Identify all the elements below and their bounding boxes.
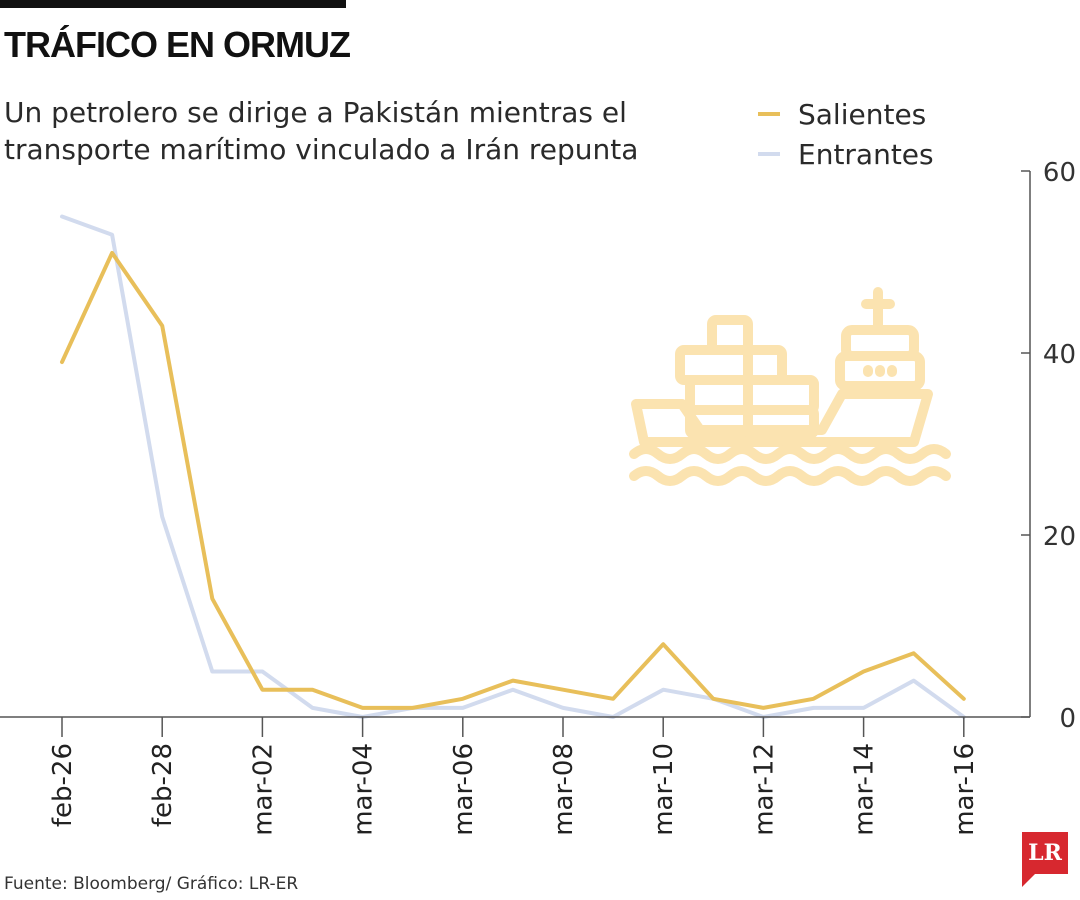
y-tick-label: 0 [1059,704,1076,734]
x-tick-label: mar-12 [749,743,779,836]
x-tick-label: mar-04 [349,743,379,836]
legend-swatch-salientes [758,112,780,116]
source-note: Fuente: Bloomberg/ Gráfico: LR-ER [4,874,299,894]
legend: Salientes Entrantes [758,94,934,174]
y-tick-label: 60 [1043,158,1076,188]
cargo-ship-icon [629,287,951,486]
header-accent-bar [0,0,346,8]
lr-logo: LR [1022,832,1068,874]
legend-label-entrantes: Entrantes [798,137,934,171]
legend-swatch-entrantes [758,152,780,156]
series-line-salientes [60,250,966,710]
y-tick-label: 20 [1043,522,1076,552]
lr-logo-tail [1022,873,1036,887]
x-tick-label: mar-10 [649,743,679,836]
line-chart: 0 20 40 60 feb-26 feb-28 mar-02 mar-04 mar-06 mar… [0,158,1076,836]
legend-item-entrantes: Entrantes [758,134,934,174]
x-tick-label: mar-06 [449,743,479,836]
y-tick-label: 40 [1043,340,1076,370]
x-tick-label: mar-08 [549,743,579,836]
x-tick-label: feb-28 [148,743,178,827]
x-tick-label: mar-14 [850,743,880,836]
series-line-entrantes [60,214,966,719]
legend-label-salientes: Salientes [798,97,927,131]
legend-item-salientes: Salientes [758,94,934,134]
x-tick-label: mar-02 [248,743,278,836]
x-tick-label: mar-16 [950,743,980,836]
chart-title: TRÁFICO EN ORMUZ [4,24,351,65]
x-tick-label: feb-26 [48,743,78,827]
chart-subtitle: Un petrolero se dirige a Pakistán mientr… [4,96,639,166]
